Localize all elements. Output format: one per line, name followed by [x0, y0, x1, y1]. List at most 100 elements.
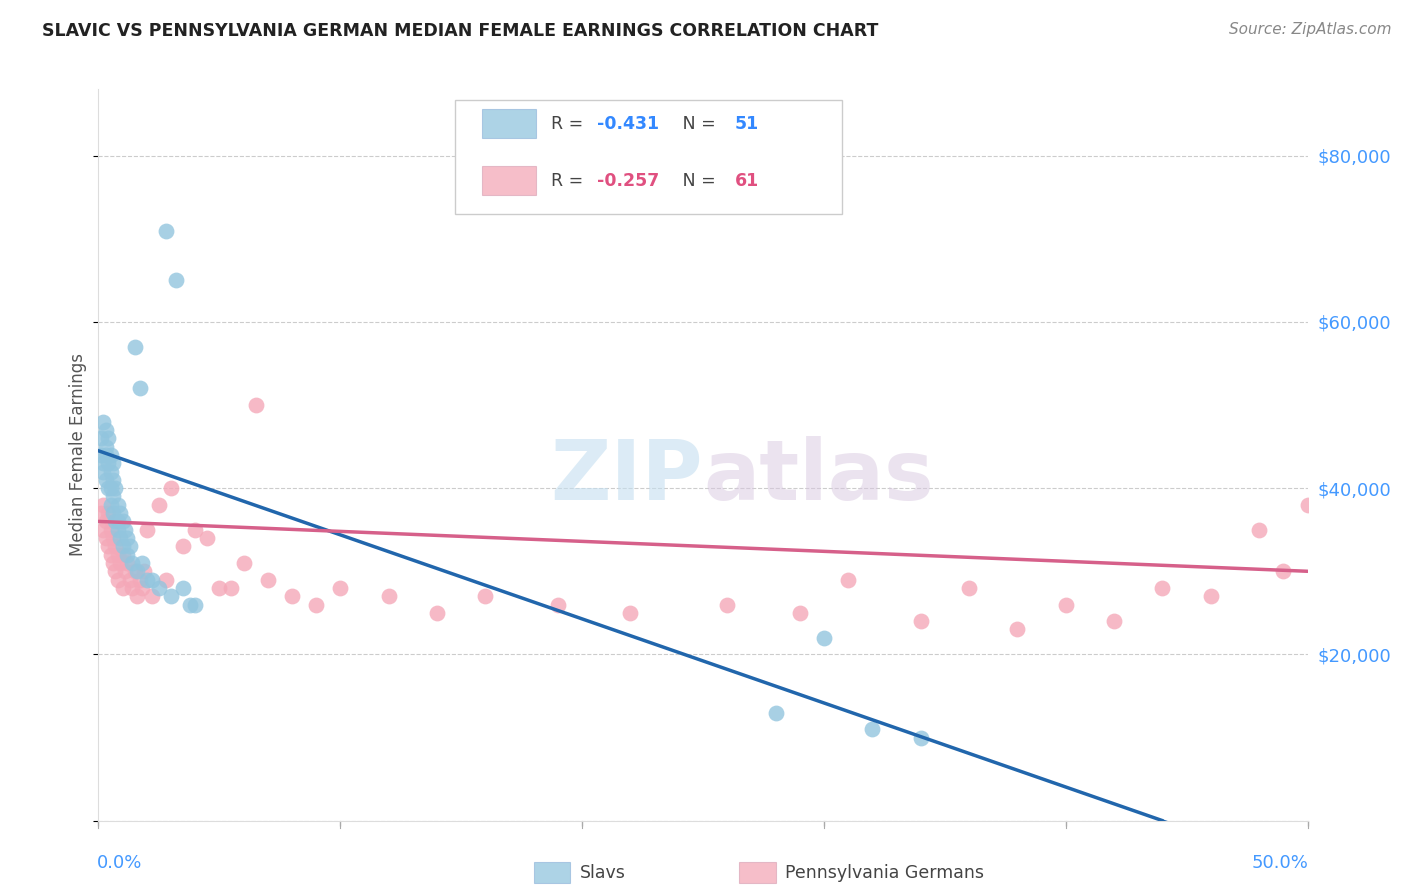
Point	[117, 531, 139, 545]
Point	[1249, 523, 1271, 537]
Point	[97, 456, 120, 470]
Point	[90, 431, 112, 445]
Point	[111, 581, 134, 595]
Point	[474, 589, 496, 603]
Point	[789, 606, 811, 620]
Point	[131, 556, 153, 570]
Point	[127, 589, 149, 603]
Point	[117, 556, 139, 570]
Text: atlas: atlas	[703, 436, 934, 517]
Point	[114, 523, 136, 537]
Point	[101, 473, 124, 487]
Point	[100, 481, 122, 495]
Point	[184, 523, 207, 537]
Point	[155, 223, 177, 237]
Point	[716, 598, 738, 612]
Point	[104, 539, 127, 553]
Point	[172, 539, 194, 553]
Text: -0.431: -0.431	[596, 114, 659, 133]
Point	[97, 506, 120, 520]
Point	[148, 498, 170, 512]
Point	[107, 548, 129, 562]
Point	[124, 340, 146, 354]
Point	[114, 564, 136, 578]
Point	[94, 440, 117, 454]
Text: 0.0%: 0.0%	[97, 854, 142, 871]
Point	[910, 731, 932, 745]
Point	[195, 531, 218, 545]
Point	[94, 473, 117, 487]
Point	[107, 573, 129, 587]
Point	[127, 564, 149, 578]
Text: 61: 61	[734, 171, 759, 190]
Point	[619, 606, 641, 620]
Point	[97, 539, 120, 553]
Point	[765, 706, 787, 720]
Point	[165, 273, 187, 287]
Point	[128, 573, 150, 587]
Point	[117, 548, 139, 562]
FancyBboxPatch shape	[482, 109, 536, 138]
Text: R =: R =	[551, 171, 588, 190]
FancyBboxPatch shape	[456, 100, 842, 213]
Text: R =: R =	[551, 114, 588, 133]
Point	[90, 448, 112, 462]
Point	[111, 515, 134, 529]
Text: SLAVIC VS PENNSYLVANIA GERMAN MEDIAN FEMALE EARNINGS CORRELATION CHART: SLAVIC VS PENNSYLVANIA GERMAN MEDIAN FEM…	[42, 22, 879, 40]
Point	[91, 415, 114, 429]
Point	[91, 498, 114, 512]
Point	[118, 539, 141, 553]
Point	[837, 573, 859, 587]
Point	[179, 598, 201, 612]
Point	[100, 448, 122, 462]
Point	[94, 531, 117, 545]
Point	[208, 581, 231, 595]
Point	[91, 456, 114, 470]
Point	[1272, 564, 1295, 578]
Point	[172, 581, 194, 595]
FancyBboxPatch shape	[534, 863, 569, 883]
Point	[305, 598, 328, 612]
Text: N =: N =	[665, 171, 721, 190]
Point	[100, 498, 122, 512]
Point	[1152, 581, 1174, 595]
Point	[94, 448, 117, 462]
Point	[111, 548, 134, 562]
Point	[128, 381, 150, 395]
Text: Source: ZipAtlas.com: Source: ZipAtlas.com	[1229, 22, 1392, 37]
Point	[1007, 623, 1029, 637]
Point	[108, 556, 131, 570]
Point	[97, 431, 120, 445]
Point	[91, 523, 114, 537]
FancyBboxPatch shape	[482, 166, 536, 195]
Point	[184, 598, 207, 612]
Point	[94, 515, 117, 529]
Text: N =: N =	[665, 114, 721, 133]
Point	[160, 481, 183, 495]
Point	[91, 465, 114, 479]
Point	[107, 515, 129, 529]
Point	[957, 581, 980, 595]
Point	[108, 531, 131, 545]
Point	[135, 573, 157, 587]
Point	[101, 506, 124, 520]
Point	[329, 581, 352, 595]
Point	[100, 548, 122, 562]
Point	[547, 598, 569, 612]
Point	[377, 589, 399, 603]
Text: -0.257: -0.257	[596, 171, 659, 190]
Point	[860, 723, 883, 737]
Point	[97, 481, 120, 495]
Point	[245, 398, 267, 412]
Point	[232, 556, 254, 570]
Point	[108, 506, 131, 520]
Point	[121, 581, 143, 595]
Point	[118, 573, 141, 587]
Point	[104, 481, 127, 495]
Text: Pennsylvania Germans: Pennsylvania Germans	[785, 863, 984, 881]
Point	[910, 614, 932, 628]
Point	[100, 465, 122, 479]
Point	[104, 515, 127, 529]
Point	[281, 589, 304, 603]
Point	[148, 581, 170, 595]
